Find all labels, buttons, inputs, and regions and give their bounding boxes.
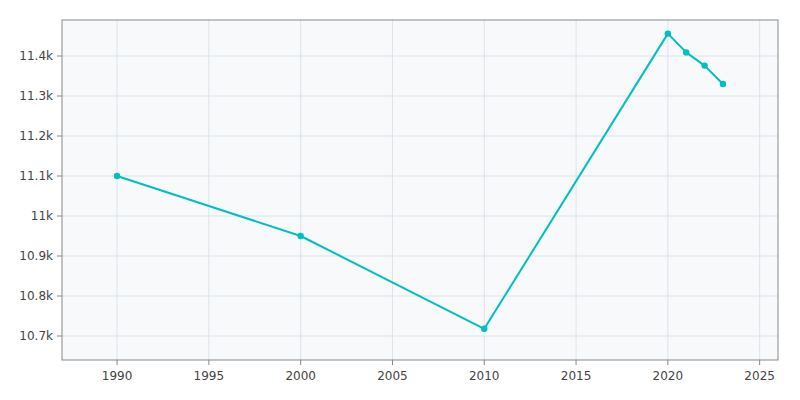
grid [62, 20, 778, 360]
tick-mark-x [667, 360, 668, 365]
tick-mark-y [57, 136, 62, 137]
tick-mark-y [57, 176, 62, 177]
tick-label-x: 2005 [377, 369, 408, 383]
tick-label-x: 2015 [561, 369, 592, 383]
tick-label-x: 2020 [653, 369, 684, 383]
plot-frame [62, 20, 778, 360]
data-point [720, 81, 726, 87]
tick-mark-x [208, 360, 209, 365]
tick-label-y: 11.3k [19, 89, 53, 103]
tick-label-x: 2000 [285, 369, 316, 383]
grid-line-x [117, 20, 118, 360]
data-line [117, 34, 723, 329]
tick-label-y: 11k [31, 209, 53, 223]
tick-mark-x [300, 360, 301, 365]
tick-label-y: 11.4k [19, 49, 53, 63]
plot-background [62, 20, 778, 360]
data-point [683, 49, 689, 55]
tick-mark-y [57, 216, 62, 217]
data-point [481, 326, 487, 332]
tick-label-x: 1990 [102, 369, 133, 383]
tick-mark-y [57, 56, 62, 57]
grid-line-y [62, 136, 778, 137]
grid-line-x [208, 20, 209, 360]
data-point [665, 30, 671, 36]
chart-container: 1990 1995 2000 2005 2010 2015 2020 2025 10.7k 10.… [0, 0, 800, 400]
tick-label-x: 2025 [744, 369, 775, 383]
axes: 1990 1995 2000 2005 2010 2015 2020 2025 10.7k 10.… [19, 49, 775, 383]
tick-label-y: 10.9k [19, 249, 53, 263]
tick-mark-x [117, 360, 118, 365]
data-point [297, 233, 303, 239]
grid-line-x [300, 20, 301, 360]
grid-line-x [484, 20, 485, 360]
tick-label-y: 10.7k [19, 329, 53, 343]
tick-mark-x [392, 360, 393, 365]
data-point [114, 173, 120, 179]
grid-line-y [62, 56, 778, 57]
chart-svg: 1990 1995 2000 2005 2010 2015 2020 2025 10.7k 10.… [0, 0, 800, 400]
tick-mark-x [759, 360, 760, 365]
grid-line-x [392, 20, 393, 360]
grid-line-y [62, 176, 778, 177]
tick-mark-y [57, 296, 62, 297]
tick-mark-y [57, 256, 62, 257]
tick-label-x: 1995 [194, 369, 225, 383]
tick-mark-x [484, 360, 485, 365]
tick-mark-y [57, 96, 62, 97]
grid-line-x [759, 20, 760, 360]
tick-label-y: 11.2k [19, 129, 53, 143]
tick-mark-x [576, 360, 577, 365]
grid-line-x [667, 20, 668, 360]
tick-label-y: 11.1k [19, 169, 53, 183]
grid-line-y [62, 216, 778, 217]
tick-label-x: 2010 [469, 369, 500, 383]
tick-mark-y [57, 336, 62, 337]
grid-line-y [62, 96, 778, 97]
grid-line-y [62, 256, 778, 257]
grid-line-y [62, 336, 778, 337]
data-area [114, 30, 726, 332]
data-point [701, 62, 707, 68]
grid-line-x [576, 20, 577, 360]
tick-label-y: 10.8k [19, 289, 53, 303]
